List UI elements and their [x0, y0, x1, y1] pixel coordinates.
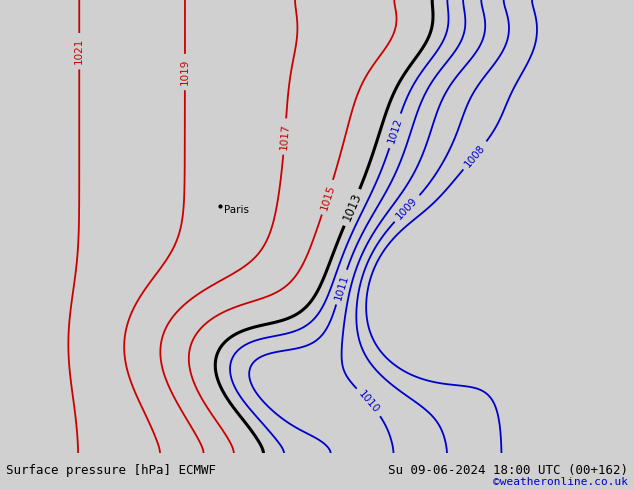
Text: 1015: 1015 [319, 183, 336, 211]
Text: Su 09-06-2024 18:00 UTC (00+162): Su 09-06-2024 18:00 UTC (00+162) [387, 464, 628, 477]
Text: Paris: Paris [224, 205, 249, 215]
Text: 1010: 1010 [356, 389, 381, 415]
Text: 1021: 1021 [74, 38, 84, 64]
Text: 1017: 1017 [279, 123, 291, 150]
Text: 1012: 1012 [386, 117, 404, 145]
Text: 1009: 1009 [394, 196, 420, 221]
Text: 1019: 1019 [180, 59, 190, 85]
Text: 1011: 1011 [333, 273, 350, 301]
Text: 1013: 1013 [340, 191, 364, 223]
Text: 1008: 1008 [463, 142, 488, 169]
Text: Surface pressure [hPa] ECMWF: Surface pressure [hPa] ECMWF [6, 464, 216, 477]
Text: ©weatheronline.co.uk: ©weatheronline.co.uk [493, 477, 628, 487]
